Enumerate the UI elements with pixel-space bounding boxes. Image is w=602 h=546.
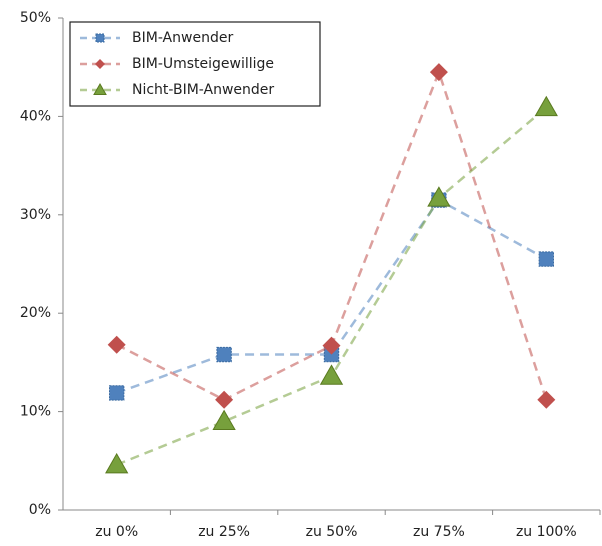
marker bbox=[215, 390, 234, 409]
x-tick-label: zu 0% bbox=[95, 524, 138, 540]
y-tick-label: 20% bbox=[20, 305, 51, 321]
marker bbox=[427, 186, 451, 207]
legend-box bbox=[69, 21, 321, 107]
y-tick-label: 40% bbox=[20, 108, 51, 124]
x-tick-label: zu 50% bbox=[306, 524, 358, 540]
marker bbox=[107, 335, 126, 354]
marker bbox=[534, 95, 558, 117]
marker bbox=[105, 452, 129, 474]
legend: BIM-Anwender BIM-Umsteigewillige Nicht-BIM… bbox=[69, 21, 321, 107]
marker bbox=[212, 409, 236, 431]
marker bbox=[95, 59, 105, 69]
series-line bbox=[116, 106, 548, 466]
x-tick-label: zu 100% bbox=[516, 524, 577, 540]
x-tick-label: zu 75% bbox=[413, 524, 465, 540]
marker bbox=[109, 385, 125, 401]
x-tick-label: zu 25% bbox=[198, 524, 250, 540]
marker bbox=[93, 82, 107, 95]
marker bbox=[322, 336, 341, 355]
marker bbox=[429, 63, 448, 82]
marker bbox=[538, 251, 554, 267]
marker bbox=[537, 390, 556, 409]
legend-label: BIM-Anwender bbox=[132, 30, 233, 46]
legend-label: BIM-Umsteigewillige bbox=[132, 56, 274, 72]
marker bbox=[319, 364, 344, 385]
y-tick-label: 10% bbox=[20, 404, 51, 420]
y-tick-label: 50% bbox=[20, 10, 51, 26]
marker bbox=[95, 33, 105, 43]
marker bbox=[216, 346, 232, 363]
y-tick-label: 30% bbox=[20, 207, 51, 223]
legend-label: Nicht-BIM-Anwender bbox=[132, 82, 274, 98]
series-line bbox=[116, 198, 547, 395]
y-tick-label: 0% bbox=[29, 502, 51, 518]
